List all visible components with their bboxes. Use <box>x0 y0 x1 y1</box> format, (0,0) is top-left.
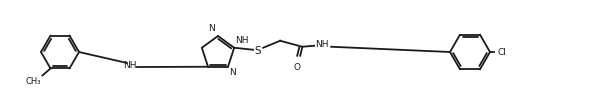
Text: N: N <box>208 24 215 33</box>
Text: Cl: Cl <box>497 47 506 57</box>
Text: NH: NH <box>235 36 249 45</box>
Text: S: S <box>255 46 262 56</box>
Text: NH: NH <box>123 60 137 70</box>
Text: NH: NH <box>316 40 329 49</box>
Text: N: N <box>229 68 236 77</box>
Text: CH₃: CH₃ <box>26 77 41 86</box>
Text: O: O <box>294 63 301 72</box>
